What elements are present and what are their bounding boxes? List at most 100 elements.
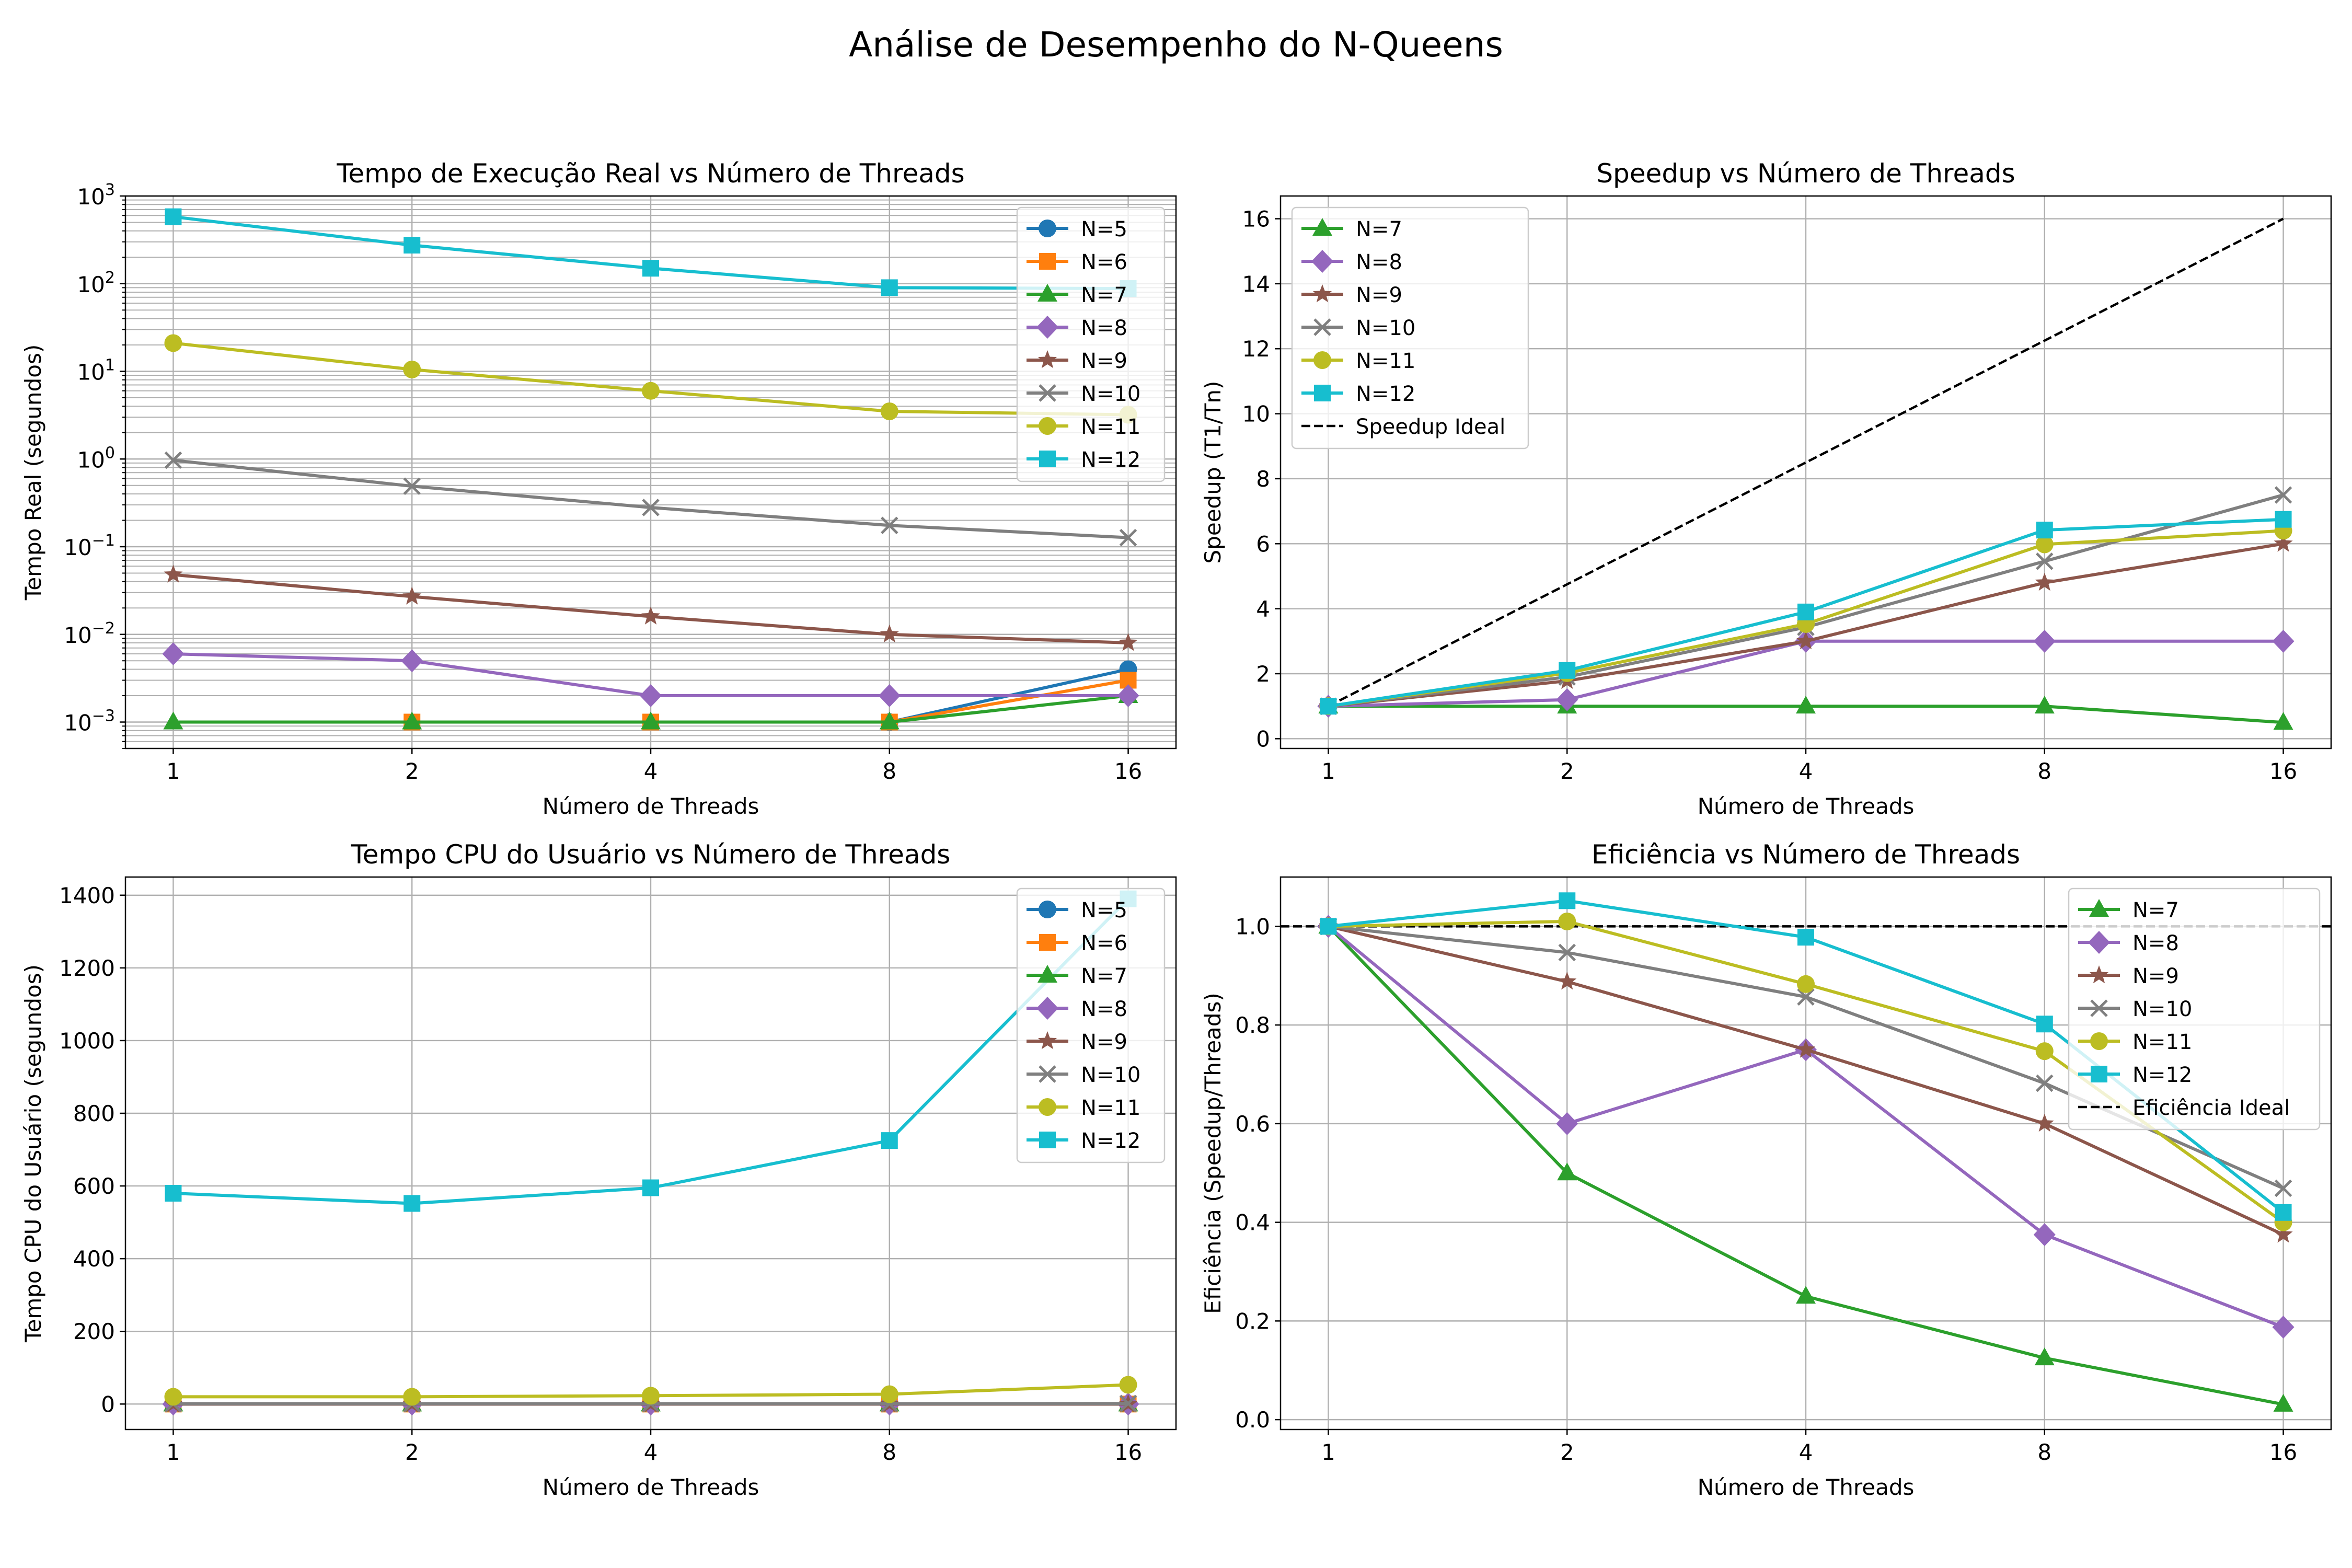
series-n-11 [164,334,1137,424]
legend-label: N=6 [1081,250,1127,274]
plot-area [1317,217,2295,730]
data-point [2036,522,2053,539]
x-axis-label: Número de Threads [1698,793,1915,819]
series-n-9 [164,564,1138,651]
data-point [1559,662,1576,679]
legend-label: N=8 [1081,316,1127,340]
y-tick-label: 10−3 [64,707,115,736]
data-point [2274,534,2293,552]
y-axis-label: Speedup (T1/Tn) [1200,381,1226,564]
data-point [1119,1376,1137,1394]
legend-label: N=7 [2132,898,2179,923]
data-point [2275,511,2292,528]
y-tick-label: 400 [73,1246,115,1272]
legend-item-n-12: N=12 [1027,1129,1140,1153]
chart-title: Tempo de Execução Real vs Número de Thre… [336,158,964,189]
legend-item-n-10: N=10 [2078,997,2192,1021]
legend-marker [1036,997,1058,1020]
legend-label: N=5 [1081,898,1127,923]
legend-label: N=10 [1081,1063,1140,1087]
data-point [642,382,660,400]
x-tick-label: 1 [1321,1439,1335,1465]
legend-item-n-12: N=12 [1301,382,1415,406]
data-point [403,1388,421,1406]
x-tick-label: 16 [2269,758,2297,784]
x-tick-label: 2 [1560,758,1574,784]
data-point [881,279,898,296]
legend-label: N=11 [1081,1096,1140,1120]
x-tick-label: 4 [1799,1439,1813,1465]
y-tick-label: 8 [1256,466,1270,492]
data-point [164,334,182,352]
series-n-10 [164,451,1137,547]
legend-label: N=10 [2132,997,2192,1021]
legend-marker [1314,385,1331,401]
legend-item-n-7: N=7 [1301,217,1402,241]
legend-marker [2089,965,2109,984]
legend-marker [1039,220,1056,237]
x-tick-label: 16 [2269,1439,2297,1465]
legend-box [1016,206,1166,482]
data-point [2274,486,2292,504]
legend-item-n-12: N=12 [2078,1063,2192,1087]
y-tick-label: 14 [1242,271,1270,297]
data-point [2035,535,2054,554]
data-point [2273,712,2293,730]
legend-label: N=9 [2132,964,2179,988]
y-tick-label: 4 [1256,596,1270,622]
data-point [403,1195,421,1212]
y-tick-label: 0 [1256,726,1270,752]
x-tick-label: 2 [405,1439,419,1465]
data-point [642,260,659,277]
data-point [2035,1113,2054,1132]
y-tick-label: 101 [77,356,115,385]
data-point [2274,1179,2292,1197]
x-tick-label: 1 [166,758,180,784]
x-tick-label: 8 [882,758,896,784]
data-point [403,477,421,495]
legend-marker [1039,1065,1056,1083]
data-point [1119,633,1138,651]
legend-label: N=8 [1356,250,1402,274]
data-point [1557,1162,1577,1181]
legend-item-n-8: N=8 [1301,250,1402,274]
legend-marker [1037,350,1057,368]
y-tick-label: 200 [73,1319,115,1344]
data-point [642,1179,659,1196]
legend-item-n-11: N=11 [1027,415,1140,439]
legend-item-n-9: N=9 [2078,964,2179,988]
x-axis: 1 2 4 8 16 Número de Threads [166,1429,1142,1500]
legend-label: N=7 [1356,217,1402,241]
legend-marker [1039,1098,1056,1116]
data-point [642,1387,660,1405]
y-tick-label: 0.4 [1235,1210,1270,1236]
data-point [641,711,661,730]
data-point [2272,629,2295,653]
data-point [2036,1074,2054,1092]
data-point [640,684,662,708]
data-point [2034,1347,2055,1366]
legend-label: N=8 [1081,997,1127,1021]
legend-label: N=12 [1081,448,1140,472]
data-point [2275,1204,2292,1221]
data-point [164,451,182,469]
legend: N=7 N=8 N=9 N=10 N=11 N=12 Eficiência Ideal [2068,887,2321,1131]
x-axis-label: Número de Threads [543,1474,759,1500]
y-tick-label: 0.8 [1235,1012,1270,1038]
data-point [1558,972,1577,990]
chart-3: 1 2 4 8 16 Número de Threads 0 200 400 600 800 1000… [20,839,1177,1500]
data-point [880,624,899,643]
x-axis: 1 2 4 8 16 Número de Threads [166,748,1142,819]
plot-area [162,208,1139,731]
y-tick-label: 12 [1242,336,1270,362]
legend-label: N=9 [1081,1030,1127,1054]
data-point [165,208,182,225]
legend-item-n-11: N=11 [1027,1096,1140,1120]
y-tick-label: 103 [77,181,115,210]
legend-label: Eficiência Ideal [2132,1096,2290,1120]
legend-marker [1037,1031,1057,1050]
legend-item-n-6: N=6 [1027,931,1127,955]
x-axis-label: Número de Threads [543,793,759,819]
data-point [1556,688,1578,711]
